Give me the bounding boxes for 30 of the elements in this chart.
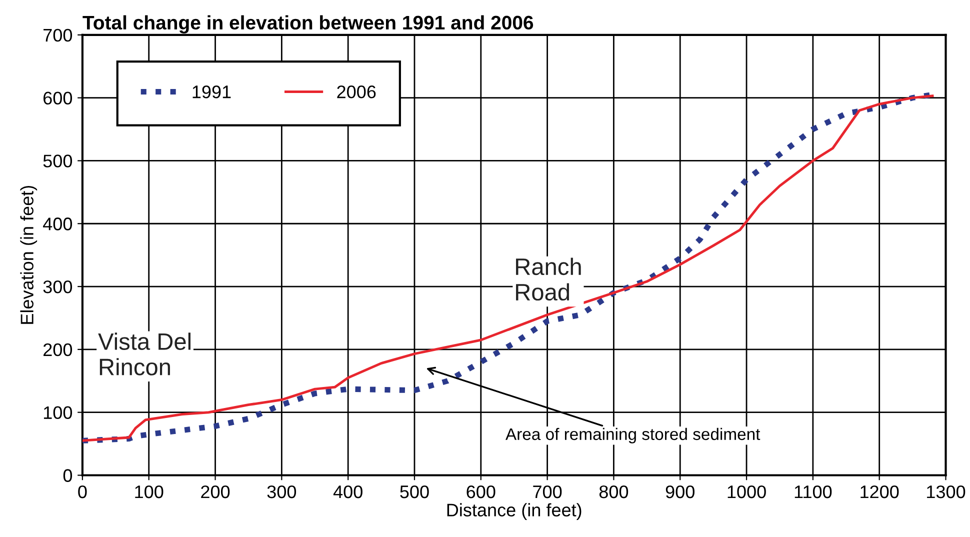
annotation: Area of remaining stored sediment [506,428,760,444]
x-tick-label: 1300 [927,485,966,498]
y-tick-label: 0 [63,469,72,482]
x-tick-label: 400 [333,485,362,498]
x-tick-label: 100 [135,485,164,498]
x-tick-label: 1000 [728,485,766,498]
y-tick-label: 200 [44,343,72,356]
y-tick-label: 300 [43,280,72,294]
y-tick-label: 600 [44,92,72,105]
x-tick-label: 1100 [794,485,832,498]
x-tick-label: 300 [267,485,296,498]
y-tick-label: 500 [43,154,72,168]
legend-label: 1991 [192,85,231,98]
chart-title: Total change in elevation between 1991 and 2006 [82,15,534,34]
x-tick-label: 600 [466,485,496,498]
x-tick-label: 0 [78,485,87,498]
x-tick-label: 500 [400,485,429,498]
y-axis-title: Elevation (in feet) [20,186,38,324]
x-tick-label: 700 [533,485,562,498]
legend-label: 2006 [337,85,376,98]
x-tick-label: 1200 [860,485,899,498]
y-tick-label: 700 [44,28,72,42]
x-tick-label: 200 [201,485,230,498]
annotation: Vista Del Rincon [98,332,190,376]
x-tick-label: 900 [666,485,694,498]
y-tick-label: 100 [44,406,72,420]
x-tick-label: 800 [599,485,628,498]
y-tick-label: 400 [43,218,72,230]
x-axis-title: Distance (in feet) [447,503,582,520]
annotation: Ranch Road [516,258,581,301]
